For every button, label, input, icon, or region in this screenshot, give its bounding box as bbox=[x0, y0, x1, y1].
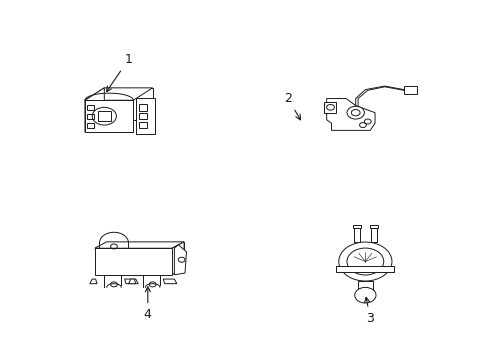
Polygon shape bbox=[85, 88, 104, 132]
Text: 2: 2 bbox=[284, 92, 300, 120]
Polygon shape bbox=[174, 245, 186, 275]
Polygon shape bbox=[163, 279, 177, 284]
Text: 1: 1 bbox=[106, 53, 132, 91]
Polygon shape bbox=[95, 242, 183, 248]
Polygon shape bbox=[352, 225, 360, 228]
Polygon shape bbox=[124, 279, 138, 284]
Polygon shape bbox=[336, 266, 393, 272]
Circle shape bbox=[346, 106, 364, 119]
Polygon shape bbox=[85, 100, 133, 132]
Text: 4: 4 bbox=[143, 287, 151, 321]
Polygon shape bbox=[370, 228, 376, 242]
Polygon shape bbox=[357, 281, 372, 295]
Text: 3: 3 bbox=[364, 297, 373, 325]
Polygon shape bbox=[369, 225, 377, 228]
Circle shape bbox=[354, 287, 375, 303]
Polygon shape bbox=[326, 99, 374, 130]
Polygon shape bbox=[128, 279, 136, 284]
Polygon shape bbox=[90, 279, 97, 284]
Polygon shape bbox=[85, 88, 152, 100]
Polygon shape bbox=[353, 228, 359, 242]
Polygon shape bbox=[136, 99, 155, 134]
Circle shape bbox=[338, 242, 391, 281]
Polygon shape bbox=[172, 242, 183, 275]
Polygon shape bbox=[324, 102, 336, 113]
Polygon shape bbox=[95, 248, 172, 275]
Polygon shape bbox=[106, 242, 183, 269]
Polygon shape bbox=[104, 88, 152, 120]
Circle shape bbox=[92, 107, 116, 125]
Polygon shape bbox=[403, 86, 416, 94]
